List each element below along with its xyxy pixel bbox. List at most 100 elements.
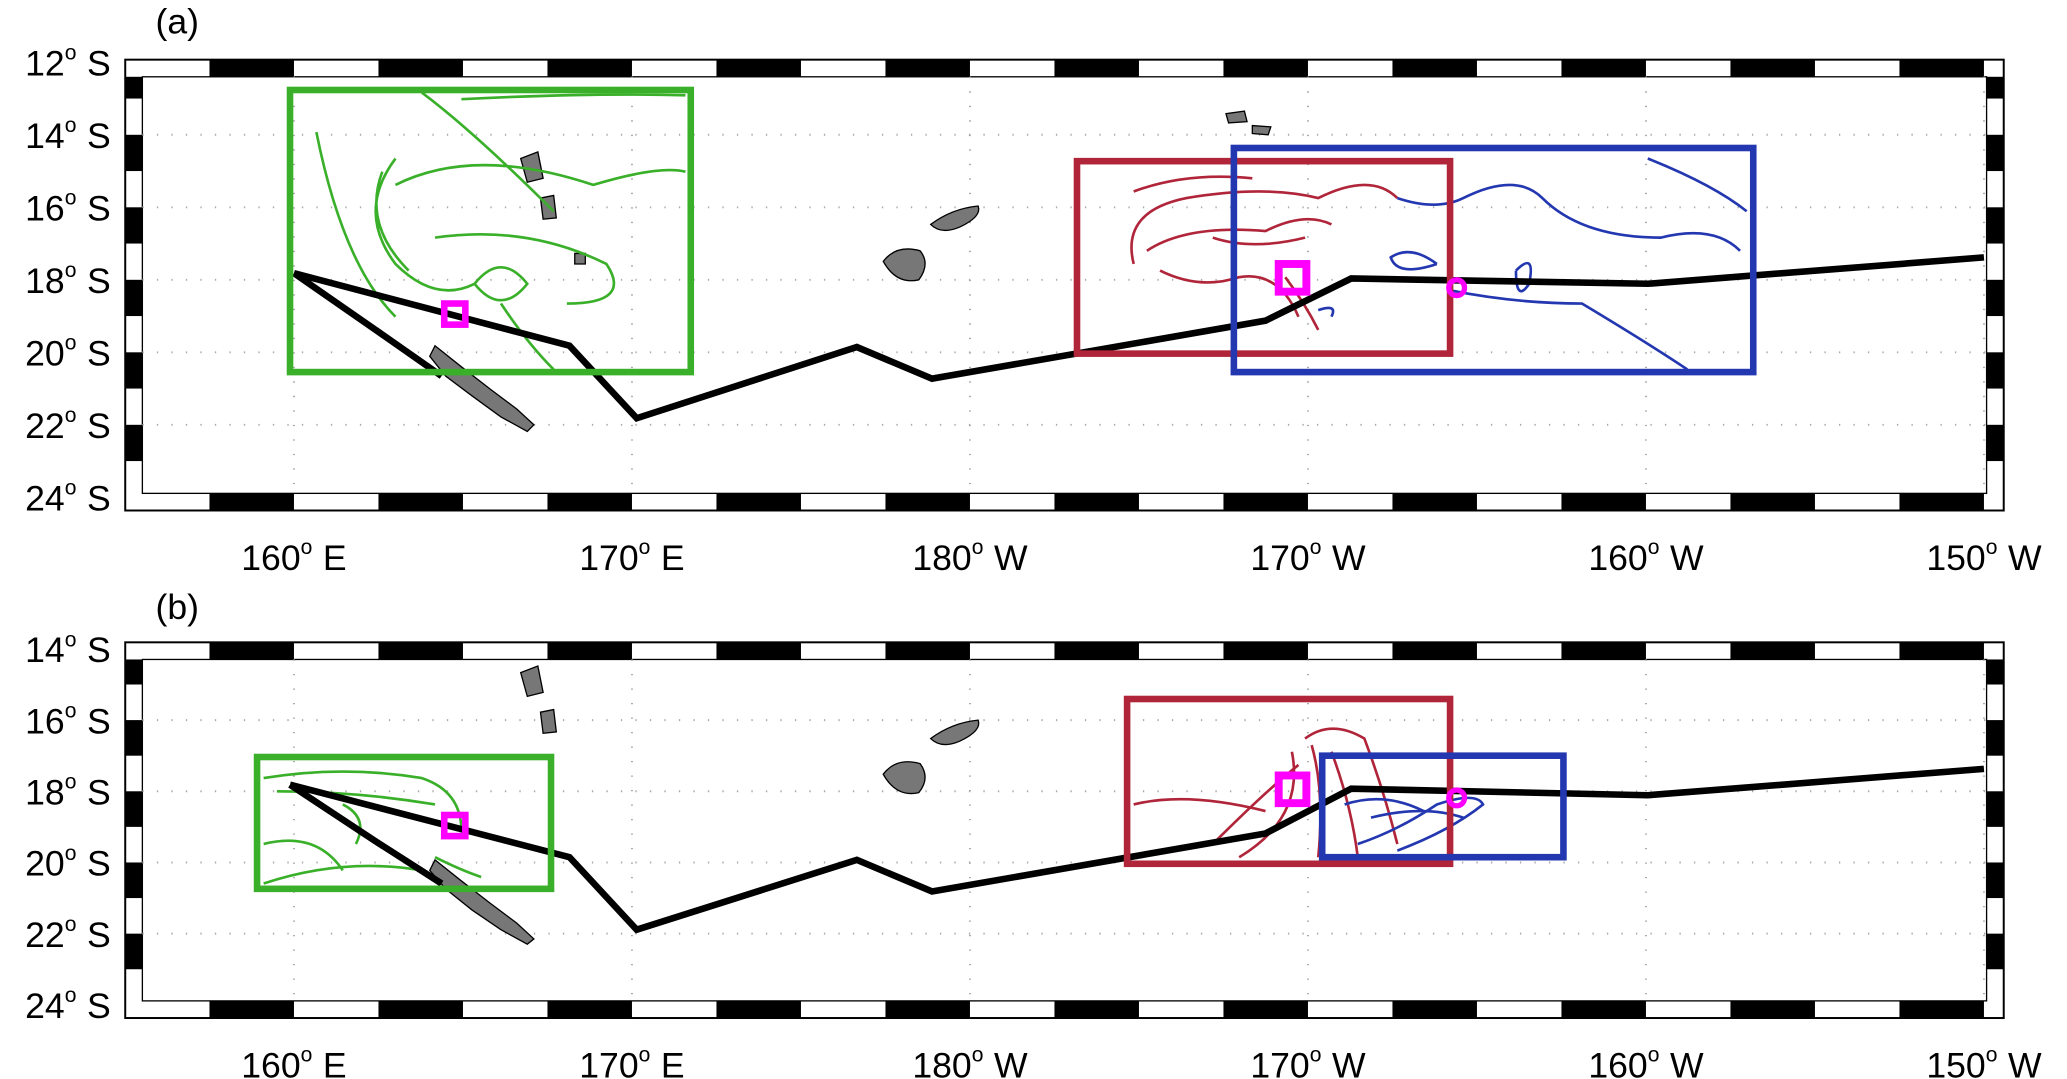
frame-band: [1899, 59, 1984, 77]
y-tick-label: 22o S: [25, 913, 111, 955]
tick-hemisphere: W: [1670, 538, 1704, 578]
tick-number: 20: [25, 844, 65, 884]
frame-band: [1223, 642, 1308, 660]
tick-hemisphere: W: [2008, 1045, 2042, 1079]
y-tick-label: 18o S: [25, 259, 111, 301]
marker: [1446, 787, 1468, 809]
tick-degree: o: [639, 536, 651, 559]
tick-degree: o: [65, 628, 77, 651]
tick-number: 16: [25, 188, 65, 228]
frame-band: [125, 279, 143, 317]
frame-band: [378, 642, 463, 660]
frame-band: [209, 493, 294, 511]
tick-degree: o: [65, 699, 77, 722]
tick-degree: o: [1986, 536, 1998, 559]
y-tick-label: 24o S: [25, 984, 111, 1026]
frame-band: [1392, 59, 1477, 77]
frame-inner: [141, 76, 1988, 495]
tick-number: 170: [579, 538, 638, 578]
x-tick-label: 170o W: [1250, 1044, 1366, 1079]
frame-band: [1223, 59, 1308, 77]
tick-degree: o: [65, 404, 77, 427]
frame-band: [125, 424, 143, 462]
tick-degree: o: [1310, 1044, 1322, 1067]
tick-degree: o: [65, 114, 77, 137]
frame-band: [209, 1000, 294, 1019]
tick-degree: o: [65, 42, 77, 65]
tick-number: 22: [25, 406, 65, 446]
frame-band: [1223, 1000, 1308, 1019]
tick-hemisphere: E: [323, 1045, 347, 1079]
frame-band: [209, 642, 294, 660]
tick-hemisphere: E: [323, 538, 347, 578]
frame-band: [885, 1000, 970, 1019]
frame: [124, 641, 2005, 1020]
frame-band: [547, 59, 632, 77]
frame-band: [1899, 642, 1984, 660]
frame-band: [1054, 59, 1139, 77]
frame-band: [1986, 933, 2004, 970]
tick-number: 16: [25, 701, 65, 741]
region-box: [253, 753, 555, 893]
island: [519, 665, 544, 698]
marker: [440, 300, 469, 328]
y-tick-label: 12o S: [25, 42, 111, 84]
x-tick-label: 160o W: [1588, 1044, 1704, 1079]
frame-band: [1986, 352, 2004, 389]
panel-label: (a): [156, 1, 199, 41]
tick-hemisphere: W: [1670, 1045, 1704, 1079]
frame-band: [378, 59, 463, 77]
island: [929, 719, 980, 746]
track: [288, 781, 444, 887]
tick-number: 20: [25, 333, 65, 373]
y-tick-label: 14o S: [25, 114, 111, 156]
frame-band: [1561, 642, 1646, 660]
tick-hemisphere: S: [87, 986, 111, 1026]
tick-number: 160: [1588, 1045, 1647, 1079]
frame-band: [885, 642, 970, 660]
y-tick-label: 14o S: [25, 628, 111, 670]
tick-degree: o: [65, 984, 77, 1007]
tick-number: 160: [241, 1045, 300, 1079]
frame-band: [1730, 493, 1815, 511]
tick-degree: o: [1648, 536, 1660, 559]
tick-degree: o: [65, 477, 77, 500]
frame-band: [1730, 642, 1815, 660]
frame-band: [716, 642, 801, 660]
marker: [1274, 260, 1311, 296]
tick-number: 180: [912, 1045, 971, 1079]
frame-band: [1223, 493, 1308, 511]
frame-band: [1986, 862, 2004, 899]
frame-band: [1054, 642, 1139, 660]
tick-hemisphere: S: [87, 772, 111, 812]
y-tick-label: 16o S: [25, 187, 111, 229]
frame-band: [1986, 279, 2004, 317]
tick-degree: o: [1986, 1044, 1998, 1067]
tick-degree: o: [65, 187, 77, 210]
tick-number: 14: [25, 116, 65, 156]
frame-band: [716, 493, 801, 511]
tick-hemisphere: S: [87, 915, 111, 955]
tick-hemisphere: S: [87, 630, 111, 670]
region-box: [1123, 695, 1454, 868]
frame-band: [1986, 134, 2004, 172]
frame-band: [1561, 59, 1646, 77]
frames: [124, 58, 2005, 1020]
tick-degree: o: [65, 913, 77, 936]
tick-number: 150: [1926, 1045, 1985, 1079]
tick-hemisphere: S: [87, 701, 111, 741]
panel-b-map: [253, 665, 1985, 945]
x-tick-label: 170o W: [1250, 536, 1366, 578]
frame-band: [1054, 493, 1139, 511]
y-tick-label: 16o S: [25, 699, 111, 741]
region-box: [1318, 752, 1567, 861]
tick-hemisphere: E: [661, 1045, 685, 1079]
tick-number: 24: [25, 986, 65, 1026]
marker: [440, 811, 469, 840]
region-box: [286, 86, 695, 376]
tick-hemisphere: S: [87, 43, 111, 83]
track: [292, 270, 444, 379]
